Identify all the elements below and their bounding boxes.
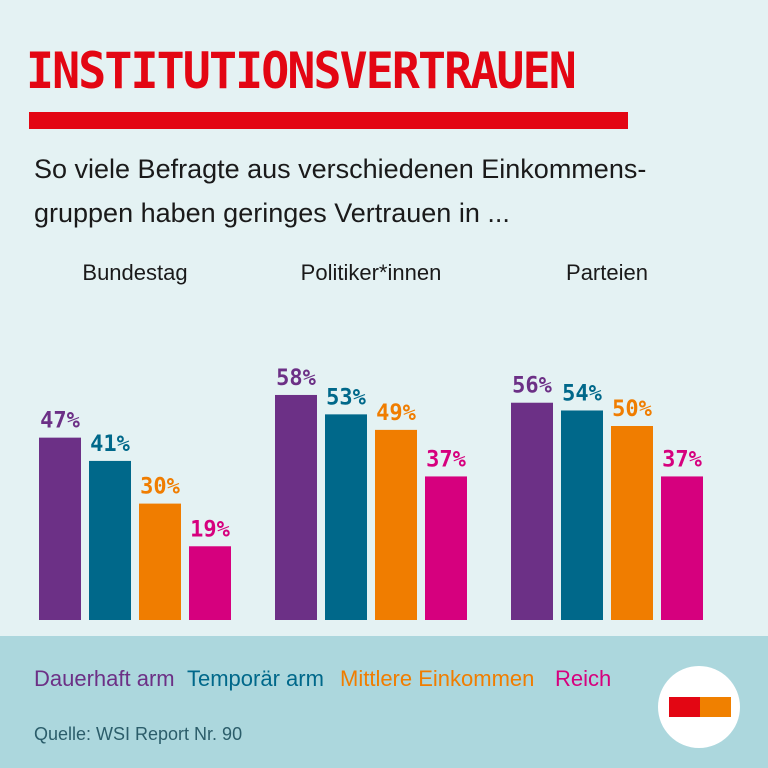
logo bbox=[658, 666, 740, 748]
bar bbox=[611, 426, 653, 620]
group-title-bundestag: Bundestag bbox=[82, 260, 188, 285]
data-label: 30% bbox=[140, 475, 180, 500]
data-label: 50% bbox=[612, 397, 652, 422]
data-label: 54% bbox=[562, 381, 602, 406]
bar bbox=[425, 476, 467, 620]
data-label: 37% bbox=[426, 447, 466, 472]
legend-temporaer-arm: Temporär arm bbox=[187, 666, 324, 691]
subtitle: So viele Befragte aus verschiedenen Eink… bbox=[34, 154, 647, 228]
bar bbox=[511, 402, 553, 620]
data-label: 49% bbox=[376, 401, 416, 426]
bar bbox=[189, 546, 231, 620]
data-label: 53% bbox=[326, 385, 366, 410]
legend-reich: Reich bbox=[555, 666, 612, 691]
bar bbox=[661, 476, 703, 620]
data-label: 58% bbox=[276, 366, 316, 391]
data-label: 19% bbox=[190, 517, 230, 542]
group-title-politiker: Politiker*innen bbox=[300, 260, 442, 285]
bar bbox=[375, 429, 417, 620]
bar-chart: 47% 41% 30% 19% 58% 53% 49% 37% 56% 54% 50% 37% bbox=[39, 366, 703, 620]
bar bbox=[275, 394, 317, 620]
bar bbox=[561, 410, 603, 620]
footer: Dauerhaft arm Temporär arm Mittlere Eink… bbox=[0, 636, 768, 768]
bar bbox=[89, 460, 131, 620]
data-label: 41% bbox=[90, 432, 130, 457]
page-title: INSTITUTIONSVERTRAUEN bbox=[26, 42, 577, 100]
data-label: 47% bbox=[40, 409, 80, 434]
legend-mittlere-einkommen: Mittlere Einkommen bbox=[340, 666, 535, 691]
bar bbox=[139, 503, 181, 620]
data-label: 56% bbox=[512, 374, 552, 399]
legend-dauerhaft-arm: Dauerhaft arm bbox=[34, 666, 175, 691]
title-underline bbox=[29, 112, 628, 129]
source: Quelle: WSI Report Nr. 90 bbox=[34, 724, 243, 744]
group-title-parteien: Parteien bbox=[566, 260, 648, 285]
data-label: 37% bbox=[662, 447, 702, 472]
bar bbox=[39, 437, 81, 620]
bar bbox=[325, 414, 367, 620]
